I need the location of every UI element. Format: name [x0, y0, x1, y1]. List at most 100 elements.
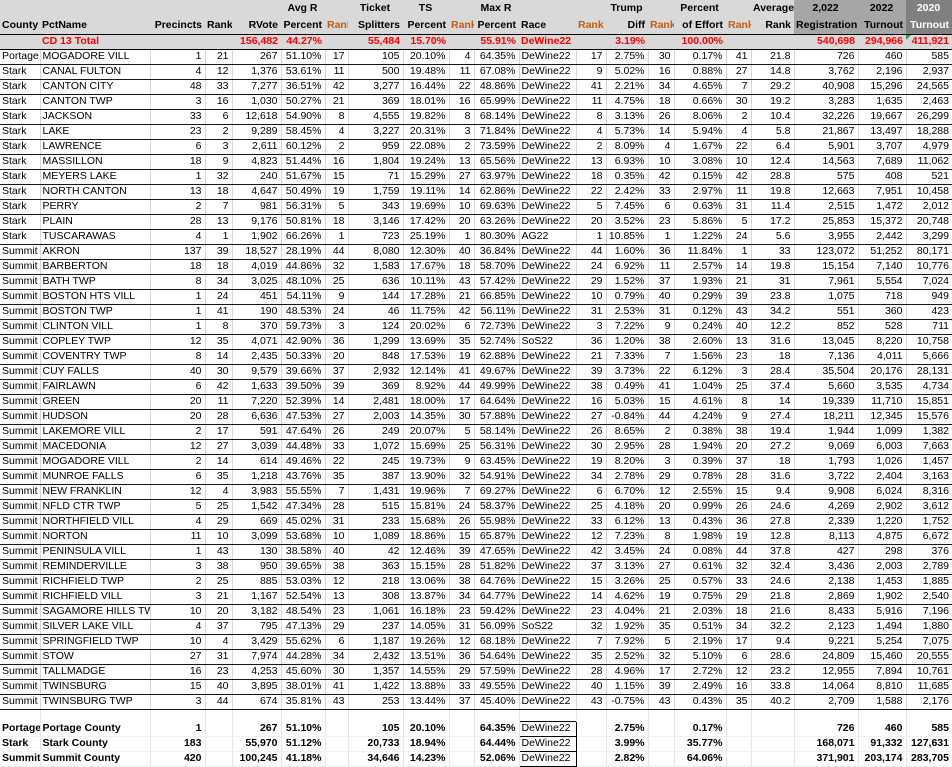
- cell[interactable]: 56.31%: [281, 199, 326, 215]
- cell[interactable]: Summit: [0, 514, 41, 530]
- cell[interactable]: 950: [232, 559, 282, 575]
- cell[interactable]: [232, 709, 282, 721]
- cell[interactable]: 63.45%: [474, 454, 520, 470]
- cell[interactable]: 32: [726, 559, 752, 575]
- header-rank[interactable]: Rank: [205, 17, 232, 35]
- cell[interactable]: 37: [648, 274, 675, 290]
- cell[interactable]: [726, 34, 751, 50]
- cell[interactable]: 11,062: [906, 154, 952, 170]
- cell[interactable]: [576, 736, 607, 752]
- cell[interactable]: 20,176: [858, 364, 907, 380]
- cell[interactable]: 420: [150, 751, 206, 767]
- cell[interactable]: 15: [726, 484, 752, 500]
- cell[interactable]: 2.55%: [674, 484, 727, 500]
- cell[interactable]: DeWine22: [519, 79, 577, 95]
- cell[interactable]: 30: [576, 439, 607, 455]
- cell[interactable]: PLAIN: [40, 214, 151, 230]
- cell[interactable]: DeWine22: [519, 169, 577, 185]
- cell[interactable]: 15: [150, 679, 206, 695]
- cell[interactable]: 17.42%: [403, 214, 450, 230]
- cell[interactable]: 6: [726, 649, 752, 665]
- cell[interactable]: 39: [726, 289, 752, 305]
- cell[interactable]: 14,563: [794, 154, 859, 170]
- cell[interactable]: 50.81%: [281, 214, 326, 230]
- cell[interactable]: 23: [576, 604, 607, 620]
- header-ticket[interactable]: Ticket: [348, 0, 403, 17]
- cell[interactable]: [281, 709, 326, 721]
- cell[interactable]: 0.49%: [606, 379, 649, 395]
- cell[interactable]: 26: [325, 424, 349, 440]
- cell[interactable]: 636: [348, 274, 404, 290]
- cell[interactable]: 18: [150, 259, 206, 275]
- cell[interactable]: 31: [751, 274, 795, 290]
- cell[interactable]: [751, 736, 795, 752]
- cell[interactable]: 48.54%: [281, 604, 326, 620]
- cell[interactable]: 64.64%: [474, 394, 520, 410]
- cell[interactable]: 21.8: [751, 49, 795, 65]
- header-rank[interactable]: Rank: [648, 17, 674, 35]
- cell[interactable]: 7: [726, 79, 752, 95]
- cell[interactable]: 27.2: [751, 439, 795, 455]
- cell[interactable]: 9,289: [232, 124, 282, 140]
- cell[interactable]: Portage: [0, 721, 41, 737]
- cell[interactable]: 5.10%: [674, 649, 727, 665]
- cell[interactable]: 2.72%: [674, 664, 727, 680]
- cell[interactable]: 1.56%: [674, 349, 727, 365]
- cell[interactable]: 44.86%: [281, 259, 326, 275]
- cell[interactable]: 32,226: [794, 109, 859, 125]
- cell[interactable]: 52.54%: [281, 589, 326, 605]
- cell[interactable]: 13,045: [794, 334, 859, 350]
- cell[interactable]: JACKSON: [40, 109, 151, 125]
- cell[interactable]: [403, 709, 450, 721]
- cell[interactable]: 20: [576, 214, 607, 230]
- header-empty[interactable]: [40, 0, 150, 17]
- cell[interactable]: 35,504: [794, 364, 859, 380]
- cell[interactable]: 10,458: [906, 184, 952, 200]
- cell[interactable]: 25: [648, 574, 675, 590]
- cell[interactable]: [648, 721, 675, 737]
- cell[interactable]: [726, 736, 752, 752]
- cell[interactable]: 3,146: [348, 214, 404, 230]
- cell[interactable]: 16: [726, 679, 752, 695]
- cell[interactable]: 1,804: [348, 154, 404, 170]
- cell[interactable]: 3: [150, 559, 206, 575]
- cell[interactable]: 2: [648, 424, 675, 440]
- cell[interactable]: 585: [906, 721, 952, 737]
- cell[interactable]: 7.23%: [606, 529, 649, 545]
- race-cell-boxed[interactable]: DeWine22: [518, 735, 577, 752]
- cell[interactable]: 16.44%: [403, 79, 450, 95]
- cell[interactable]: [906, 709, 952, 721]
- cell[interactable]: 34: [325, 649, 349, 665]
- cell[interactable]: 20: [449, 214, 475, 230]
- cell[interactable]: 21,867: [794, 124, 859, 140]
- cell[interactable]: 6: [205, 109, 233, 125]
- cell[interactable]: 41.18%: [281, 751, 326, 767]
- cell[interactable]: 64.77%: [474, 589, 520, 605]
- cell[interactable]: DeWine22: [519, 634, 577, 650]
- cell[interactable]: 13.51%: [403, 649, 450, 665]
- cell[interactable]: 2,540: [906, 589, 952, 605]
- cell[interactable]: 521: [906, 169, 952, 185]
- cell[interactable]: 11: [576, 94, 607, 110]
- cell[interactable]: 18: [751, 454, 795, 470]
- cell[interactable]: 56.31%: [474, 439, 520, 455]
- cell[interactable]: 3: [449, 124, 475, 140]
- cell[interactable]: DeWine22: [519, 139, 577, 155]
- cell[interactable]: 1.22%: [674, 229, 727, 245]
- cell[interactable]: SAGAMORE HILLS TWP: [40, 604, 151, 620]
- cell[interactable]: 500: [348, 64, 404, 80]
- cell[interactable]: 54.91%: [474, 469, 520, 485]
- cell[interactable]: 1,453: [858, 574, 907, 590]
- cell[interactable]: 1,431: [348, 484, 404, 500]
- cell[interactable]: 4.65%: [674, 79, 727, 95]
- cell[interactable]: 371,901: [794, 751, 859, 767]
- cell[interactable]: 360: [858, 304, 907, 320]
- cell[interactable]: 168,071: [794, 736, 859, 752]
- cell[interactable]: 44: [576, 244, 607, 260]
- header-empty[interactable]: [576, 0, 606, 17]
- cell[interactable]: [751, 721, 795, 737]
- cell[interactable]: 33: [576, 514, 607, 530]
- cell[interactable]: 15,372: [858, 214, 907, 230]
- cell[interactable]: 35: [576, 649, 607, 665]
- cell[interactable]: 43: [726, 304, 752, 320]
